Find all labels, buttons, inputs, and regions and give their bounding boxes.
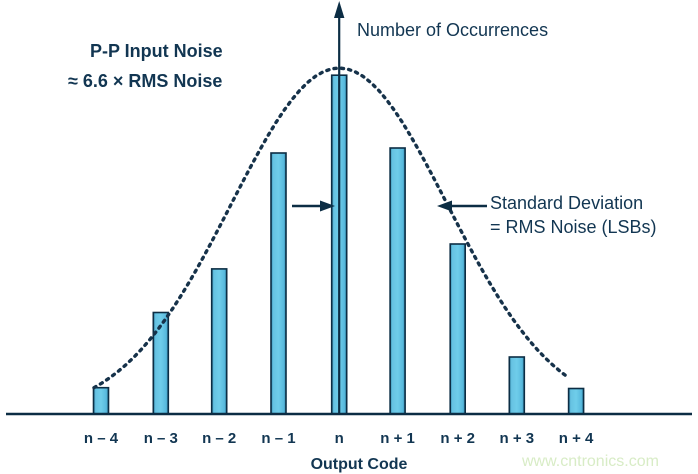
svg-text:≈ 6.6 × RMS Noise: ≈ 6.6 × RMS Noise bbox=[68, 71, 222, 91]
svg-text:= RMS Noise (LSBs): = RMS Noise (LSBs) bbox=[490, 217, 657, 237]
svg-text:n: n bbox=[335, 430, 344, 447]
svg-text:n + 1: n + 1 bbox=[380, 430, 415, 447]
svg-text:Standard Deviation: Standard Deviation bbox=[490, 193, 643, 213]
svg-text:n + 4: n + 4 bbox=[559, 430, 594, 447]
svg-text:www.cntronics.com: www.cntronics.com bbox=[521, 453, 659, 470]
svg-text:n – 4: n – 4 bbox=[84, 430, 119, 447]
svg-text:Number of Occurrences: Number of Occurrences bbox=[357, 20, 548, 40]
svg-text:n – 1: n – 1 bbox=[261, 430, 295, 447]
svg-text:n + 3: n + 3 bbox=[499, 430, 534, 447]
svg-text:Output Code: Output Code bbox=[311, 456, 408, 473]
svg-text:P-P Input Noise: P-P Input Noise bbox=[90, 41, 223, 61]
svg-text:n + 2: n + 2 bbox=[440, 430, 475, 447]
svg-text:n – 3: n – 3 bbox=[144, 430, 178, 447]
svg-text:n – 2: n – 2 bbox=[202, 430, 236, 447]
